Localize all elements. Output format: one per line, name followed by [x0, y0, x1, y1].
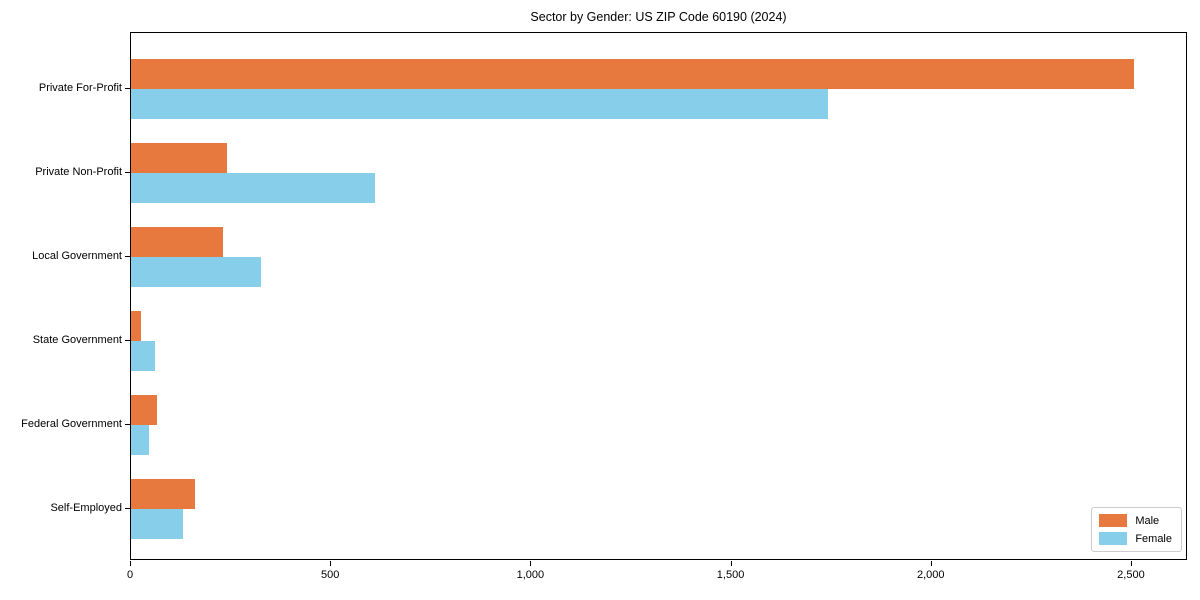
x-axis-label: 2,000 [916, 569, 945, 581]
y-tick-mark [125, 508, 130, 509]
x-tick-mark [730, 561, 732, 566]
legend-item-male: Male [1099, 514, 1172, 527]
x-tick-mark [530, 561, 532, 566]
x-axis-label: 500 [321, 569, 340, 581]
legend-label: Female [1135, 532, 1172, 545]
legend-swatch-female [1099, 532, 1128, 545]
bar-female-3 [131, 257, 261, 287]
plot-area: Male Female [130, 32, 1187, 560]
legend-swatch-male [1099, 514, 1128, 527]
legend-label: Male [1135, 514, 1160, 527]
y-tick-mark [125, 340, 130, 341]
x-axis-label: 1,500 [716, 569, 745, 581]
y-tick-mark [125, 172, 130, 173]
x-axis-label: 1,000 [516, 569, 545, 581]
x-axis-label: 2,500 [1117, 569, 1145, 581]
bar-male-3 [131, 227, 223, 257]
y-axis-label: Local Government [32, 250, 122, 262]
y-axis-label: State Government [32, 334, 122, 346]
y-tick-mark [125, 424, 130, 425]
x-axis-label: 0 [126, 569, 134, 581]
chart-title: Sector by Gender: US ZIP Code 60190 (202… [530, 10, 787, 24]
bar-male-5 [131, 395, 157, 425]
y-axis-label: Private For-Profit [38, 82, 122, 94]
y-axis-label: Federal Government [21, 418, 122, 430]
y-axis-label: Self-Employed [50, 502, 122, 514]
y-tick-mark [125, 88, 130, 89]
bar-female-1 [131, 89, 829, 119]
bar-female-6 [131, 509, 183, 539]
x-tick-mark [1130, 561, 1132, 566]
bar-female-5 [131, 425, 149, 455]
y-tick-mark [125, 256, 130, 257]
bar-female-4 [131, 341, 155, 371]
y-axis-label: Private Non-Profit [35, 166, 122, 178]
legend-item-female: Female [1099, 532, 1172, 545]
legend: Male Female [1091, 507, 1182, 552]
bar-male-1 [131, 59, 1135, 89]
x-tick-mark [130, 561, 131, 566]
bar-female-2 [131, 173, 375, 203]
x-tick-mark [930, 561, 932, 566]
x-tick-mark [330, 561, 332, 566]
bar-male-2 [131, 143, 227, 173]
bar-male-4 [131, 311, 141, 341]
bar-male-6 [131, 479, 195, 509]
